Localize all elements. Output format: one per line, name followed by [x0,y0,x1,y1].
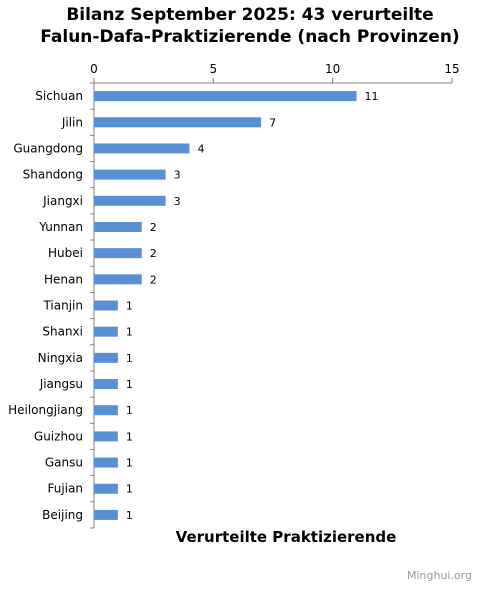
value-label: 2 [150,247,157,260]
bar [94,457,118,468]
category-label: Jilin [61,115,83,129]
chart-title-line-2: Falun-Dafa-Praktizierende (nach Provinze… [40,27,460,47]
category-label: Sichuan [35,89,83,103]
value-label: 3 [174,195,181,208]
bar [94,483,118,494]
category-label: Jiangxi [42,194,83,208]
value-label: 1 [126,404,133,417]
category-label: Shandong [23,168,83,182]
category-label: Henan [44,272,83,286]
bar [94,300,118,311]
category-label: Yunnan [38,220,83,234]
bar [94,509,118,520]
x-tick-label: 10 [325,62,340,76]
bar [94,221,142,232]
category-label: Heilongjiang [8,403,83,417]
category-label: Hubei [48,246,83,260]
category-label: Tianjin [42,299,83,313]
category-label: Ningxia [38,351,83,365]
chart-title: Bilanz September 2025: 43 verurteilte Fa… [0,4,500,48]
bar [94,169,166,180]
value-label: 1 [126,300,133,313]
chart-title-line-1: Bilanz September 2025: 43 verurteilte [66,5,434,25]
category-label: Beijing [42,508,83,522]
x-tick-label: 0 [90,62,98,76]
bar [94,431,118,442]
value-label: 7 [269,116,276,129]
category-label: Shanxi [42,325,83,339]
value-label: 1 [126,509,133,522]
bar [94,352,118,363]
value-label: 1 [126,326,133,339]
value-label: 2 [150,221,157,234]
value-label: 1 [126,430,133,443]
bar [94,248,142,259]
category-label: Jiangsu [39,377,83,391]
bar [94,91,357,102]
value-label: 1 [126,378,133,391]
value-label: 4 [197,142,204,155]
value-label: 11 [365,90,379,103]
bar [94,117,262,128]
bar [94,195,166,206]
value-label: 2 [150,273,157,286]
bar [94,143,190,154]
x-axis-title: Verurteilte Praktizierende [175,528,397,546]
x-tick-label: 15 [444,62,459,76]
category-label: Guizhou [34,429,83,443]
value-label: 1 [126,352,133,365]
bar [94,274,142,285]
value-label: 1 [126,483,133,496]
value-label: 1 [126,457,133,470]
category-label: Guangdong [13,141,83,155]
bar [94,405,118,416]
bar [94,326,118,337]
category-label: Fujian [48,482,83,496]
category-label: Gansu [45,456,83,470]
watermark: Minghui.org [406,569,472,582]
bar [94,379,118,390]
value-label: 3 [174,169,181,182]
x-tick-label: 5 [210,62,218,76]
